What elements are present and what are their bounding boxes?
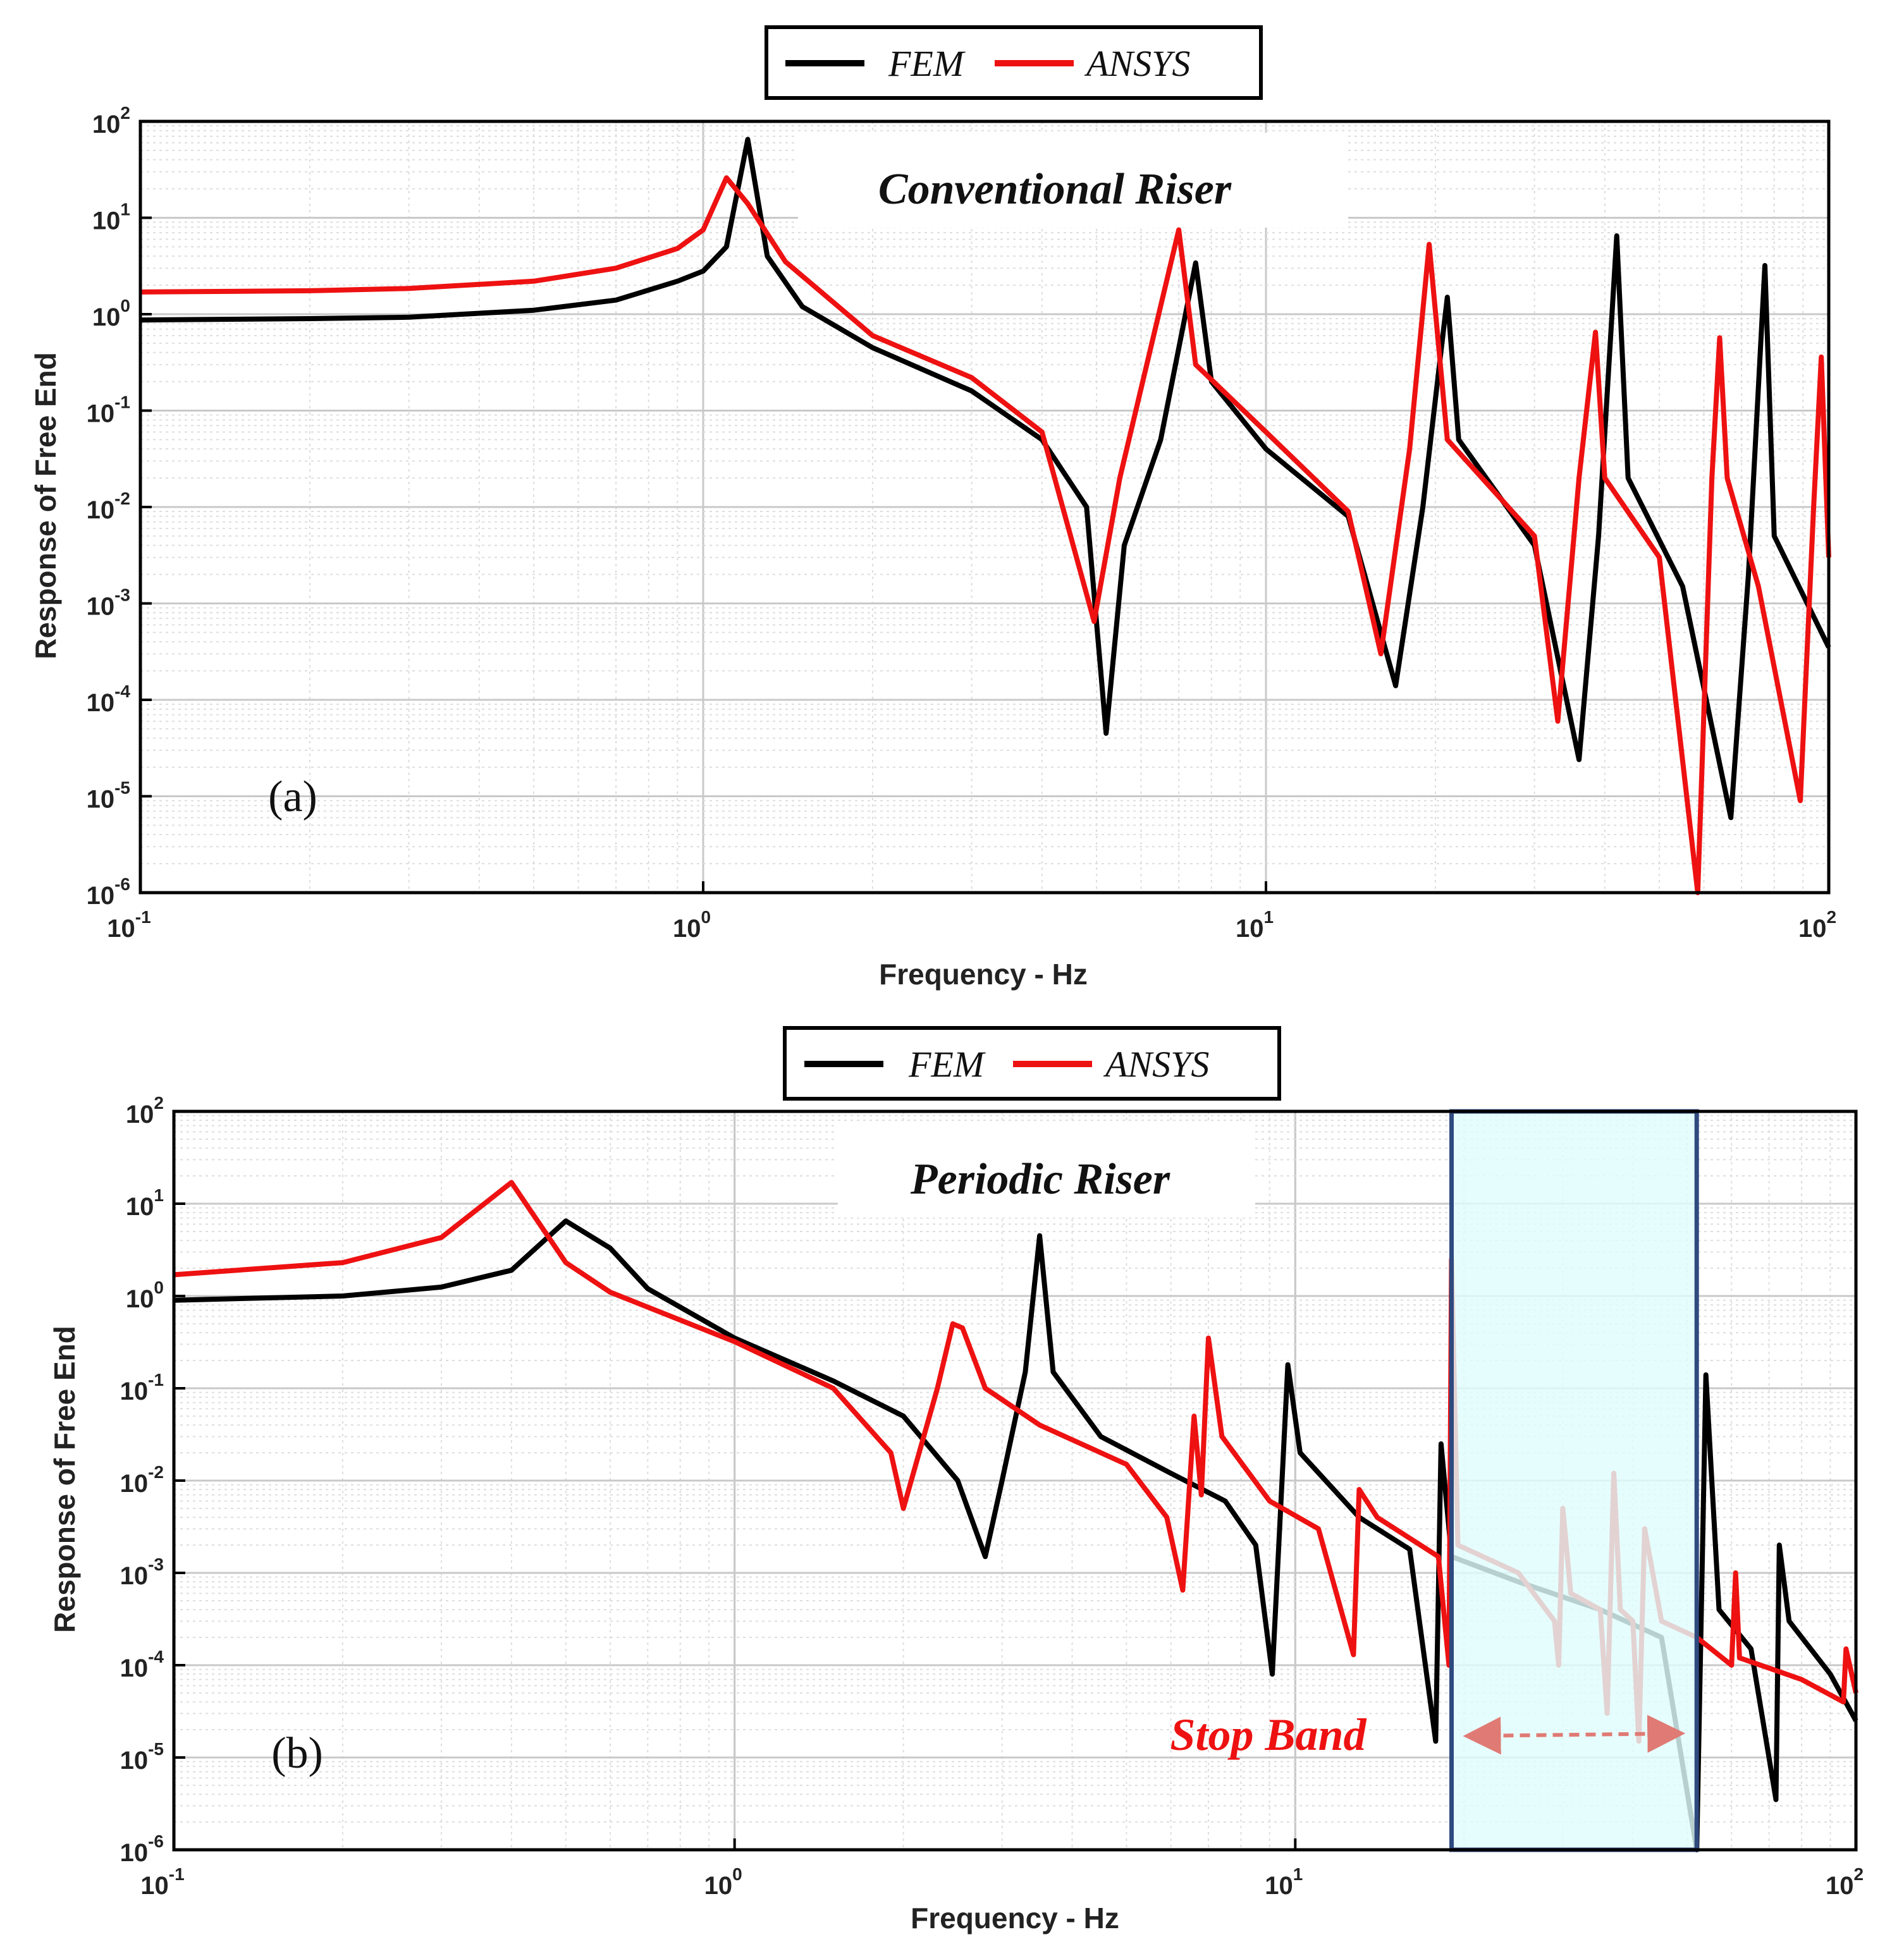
stop-band-region (1449, 1109, 1699, 1852)
legend-b: FEM ANSYS (783, 1026, 1281, 1101)
x-axis-label-a: Frequency - Hz (879, 958, 1088, 991)
x-tick-label: 10-1 (107, 907, 150, 943)
y-tick-label: 10-1 (87, 393, 130, 428)
y-tick-label: 10-6 (87, 874, 130, 910)
x-tick-label: 10-1 (140, 1864, 184, 1900)
x-tick-label: 102 (1798, 907, 1836, 943)
panel-label-a: (a) (268, 773, 317, 821)
x-tick-label: 100 (673, 907, 711, 943)
y-tick-label: 101 (92, 200, 130, 235)
y-tick-label: 102 (126, 1093, 164, 1128)
grid-b (173, 1110, 1857, 1851)
legend-fem-label: FEM (888, 43, 966, 84)
axis-ticks-a: 10-1 100 101 102 10-6 10-5 10-4 10-3 10-2 10-1 100… (87, 103, 1836, 943)
y-tick-label: 10-6 (120, 1831, 164, 1867)
title-background-b (838, 1123, 1255, 1218)
chart-title-b: Periodic Riser (910, 1155, 1170, 1204)
stop-band-arrow (1463, 1715, 1686, 1755)
y-axis-label-b: Response of Free End (48, 1326, 81, 1633)
x-tick-label: 101 (1265, 1864, 1303, 1900)
chart-a: FEM ANSYS Conventional Riser 10-1 100 101 1… (29, 25, 1836, 991)
y-tick-label: 10-4 (120, 1647, 164, 1682)
chart-title-a: Conventional Riser (878, 165, 1232, 214)
x-axis-label-b: Frequency - Hz (911, 1902, 1119, 1935)
y-tick-label: 100 (92, 296, 130, 331)
y-tick-label: 10-5 (120, 1739, 164, 1775)
legend-a: FEM ANSYS (765, 25, 1263, 100)
y-tick-label: 100 (126, 1278, 164, 1313)
y-tick-label: 10-2 (120, 1462, 164, 1498)
y-tick-label: 10-3 (120, 1555, 164, 1590)
legend-ansys-label: ANSYS (1103, 1044, 1209, 1085)
series-a (140, 137, 1831, 895)
y-axis-label-a: Response of Free End (29, 352, 62, 659)
series-line-fem (173, 1218, 1858, 1852)
legend-fem-label: FEM (908, 1044, 986, 1085)
title-background-a (798, 133, 1348, 228)
legend-ansys-label: ANSYS (1084, 43, 1190, 84)
series-line-ansys (140, 175, 1831, 895)
y-tick-label: 101 (126, 1185, 164, 1221)
axis-ticks-b: 10-1 100 101 102 10-6 10-5 10-4 10-3 10-2 10-1 100… (120, 1093, 1864, 1900)
y-tick-label: 10-2 (87, 489, 130, 524)
stop-band-label: Stop Band (1170, 1709, 1367, 1760)
series-line-fem (140, 137, 1831, 821)
chart-b: FEM ANSYS Periodic Riser Stop Band 10-1 1… (48, 1026, 1864, 1935)
y-tick-label: 10-1 (120, 1370, 164, 1405)
y-tick-label: 102 (92, 103, 130, 138)
x-tick-label: 101 (1236, 907, 1274, 943)
y-tick-label: 10-5 (87, 778, 130, 814)
x-tick-label: 102 (1826, 1864, 1864, 1900)
y-tick-label: 10-3 (87, 585, 130, 621)
x-tick-label: 100 (704, 1864, 742, 1900)
y-tick-label: 10-4 (87, 682, 131, 717)
panel-label-b: (b) (271, 1729, 323, 1778)
